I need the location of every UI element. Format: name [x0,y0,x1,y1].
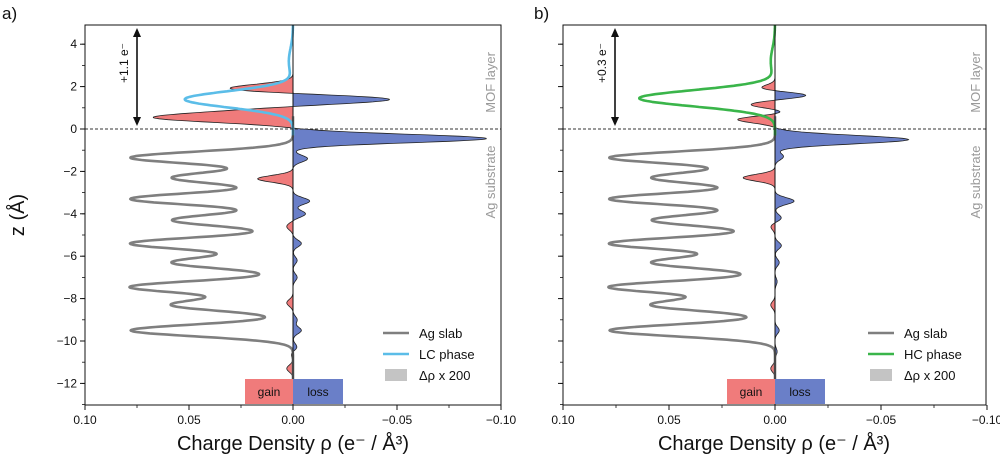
ag-slab-line [607,115,777,385]
annotations-b: +0.3 e⁻ MOF layer Ag substrate gain loss [595,28,983,404]
arrowhead-up [133,28,141,37]
y-tick-label: −2 [63,164,77,178]
x-tick-label: 0.00 [763,413,787,427]
plot-area-a [85,25,501,405]
x-tick-label: −0.05 [866,413,897,427]
legend-swatch [385,369,407,381]
legend-b: Ag slab HC phase Δρ x 200 [868,326,962,383]
panel-label-a: a) [2,4,17,23]
region-label-substrate: Ag substrate [483,146,498,219]
x-axis-title-b: Charge Density ρ (e⁻ / Å³) [658,432,890,455]
delta-rho-loss-area [774,25,910,405]
charge-transfer-label: +0.3 e⁻ [595,43,609,83]
loss-label: loss [307,385,328,399]
region-label-substrate: Ag substrate [968,146,983,219]
arrowhead-down [133,117,141,126]
region-label-mof: MOF layer [968,51,983,112]
gain-box [727,379,775,404]
arrowhead-down [611,117,619,126]
legend-label: Ag slab [419,326,462,341]
panel-a: a) 0.10 0.05 0.00 −0.05 −0.10−12−10−8−6−4−20… [2,4,517,455]
x-tick-label: 0.05 [177,413,201,427]
x-tick-label: 0.05 [657,413,681,427]
ticks-b: 0.10 0.05 0.00 −0.05 −0.10 [551,43,1000,427]
x-tick-label: −0.10 [486,413,517,427]
mof-phase-line [183,25,295,137]
legend-label: Ag slab [904,326,947,341]
panel-label-b: b) [534,4,549,23]
x-axis-title-a: Charge Density ρ (e⁻ / Å³) [177,432,409,455]
charge-transfer-label: +1.1 e⁻ [117,43,131,83]
plot-area-b [563,25,986,405]
ag-slab-line [128,115,295,385]
loss-label: loss [789,385,810,399]
gain-label: gain [258,385,281,399]
y-axis-title: z (Å) [6,194,29,236]
y-tick-label: −4 [63,207,77,221]
loss-box [293,379,343,404]
y-tick-label: −6 [63,249,77,263]
y-tick-label: −12 [57,376,78,390]
y-tick-label: −10 [57,334,78,348]
mof-phase-line [638,25,777,137]
y-tick-label: 0 [70,122,77,136]
legend-a: Ag slab LC phase Δρ x 200 [383,326,475,383]
legend-label: Δρ x 200 [419,368,471,383]
legend-label: LC phase [419,347,475,362]
x-tick-label: 0.00 [281,413,305,427]
legend-label: Δρ x 200 [904,368,956,383]
y-tick-label: −8 [63,292,77,306]
arrowhead-up [611,28,619,37]
panel-b: b) 0.10 0.05 0.00 −0.05 −0.10 +0.3 e⁻ MOF lay… [534,4,1000,455]
ticks-a: 0.10 0.05 0.00 −0.05 −0.10 −12 −10 −8 −6 −4 −2 0 2 4 [57,37,517,427]
x-tick-label: 0.10 [551,413,575,427]
legend-label: HC phase [904,347,962,362]
legend-swatch [870,369,892,381]
x-tick-label: −0.05 [382,413,413,427]
x-tick-label: 0.10 [73,413,97,427]
y-tick-label: 2 [70,80,77,94]
loss-box [775,379,825,404]
x-tick-label: −0.10 [972,413,1000,427]
region-label-mof: MOF layer [483,51,498,112]
y-tick-label: 4 [70,37,77,51]
gain-label: gain [740,385,763,399]
gain-box [245,379,293,404]
annotations-a: +1.1 e⁻ MOF layer Ag substrate gain loss [117,28,498,404]
